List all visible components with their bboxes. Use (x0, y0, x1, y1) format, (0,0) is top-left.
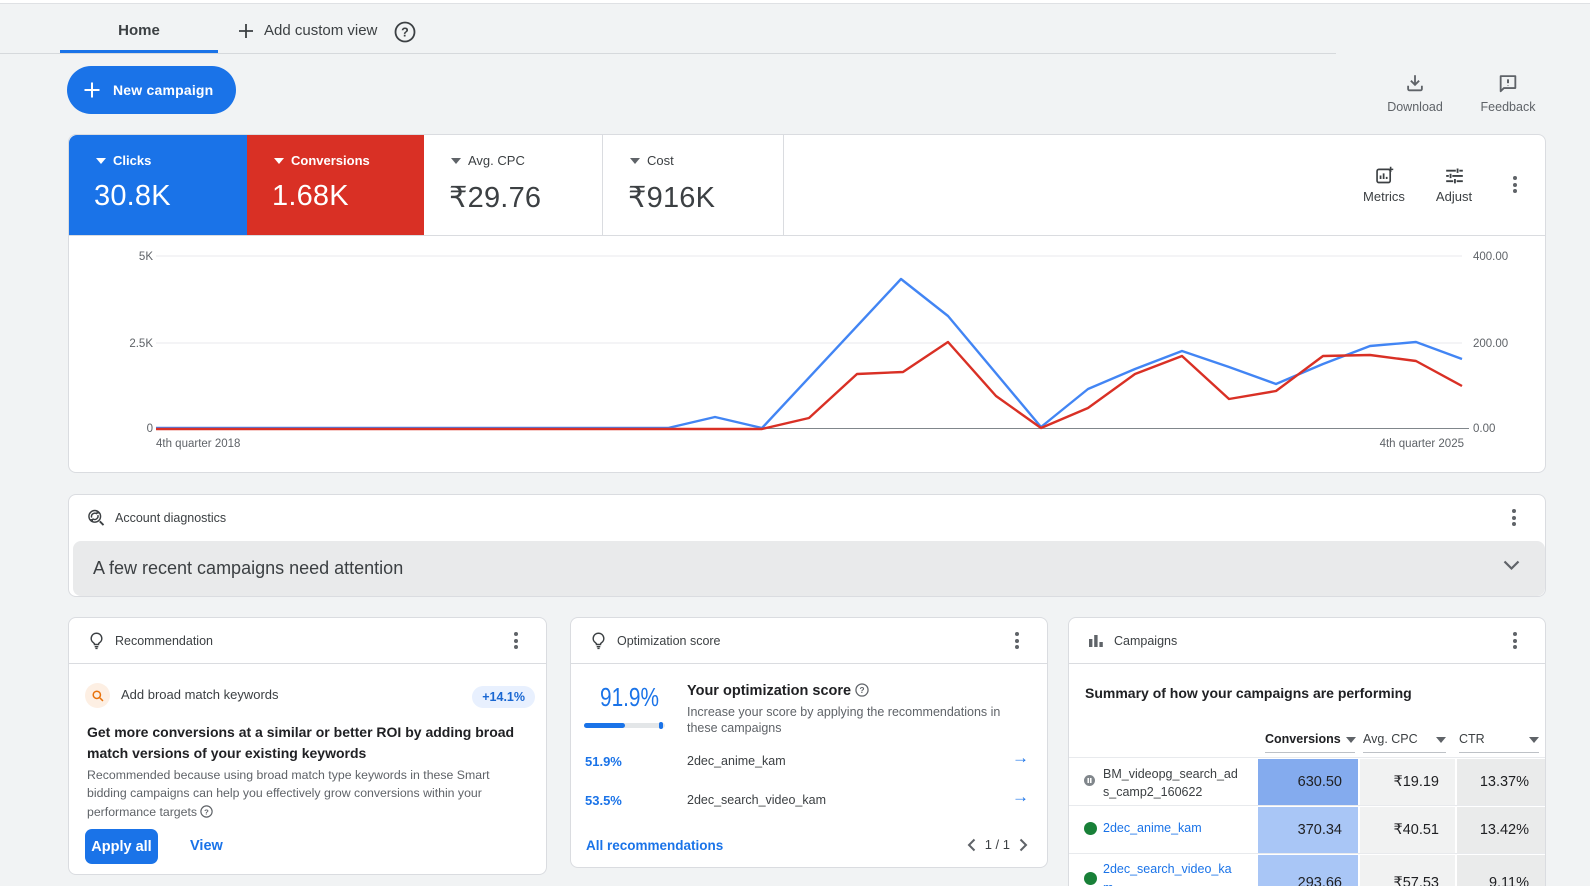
svg-text:?: ? (205, 807, 210, 816)
svg-text:?: ? (401, 26, 409, 40)
svg-text:0.00: 0.00 (1473, 423, 1495, 435)
svg-text:0: 0 (147, 423, 153, 435)
svg-text:400.00: 400.00 (1473, 251, 1508, 263)
svg-text:2.5K: 2.5K (129, 338, 153, 350)
svg-text:200.00: 200.00 (1473, 338, 1508, 350)
svg-text:4th quarter 2025: 4th quarter 2025 (1380, 438, 1464, 450)
svg-text:5K: 5K (139, 251, 153, 263)
svg-text:4th quarter 2018: 4th quarter 2018 (156, 438, 240, 450)
svg-text:?: ? (860, 686, 865, 695)
